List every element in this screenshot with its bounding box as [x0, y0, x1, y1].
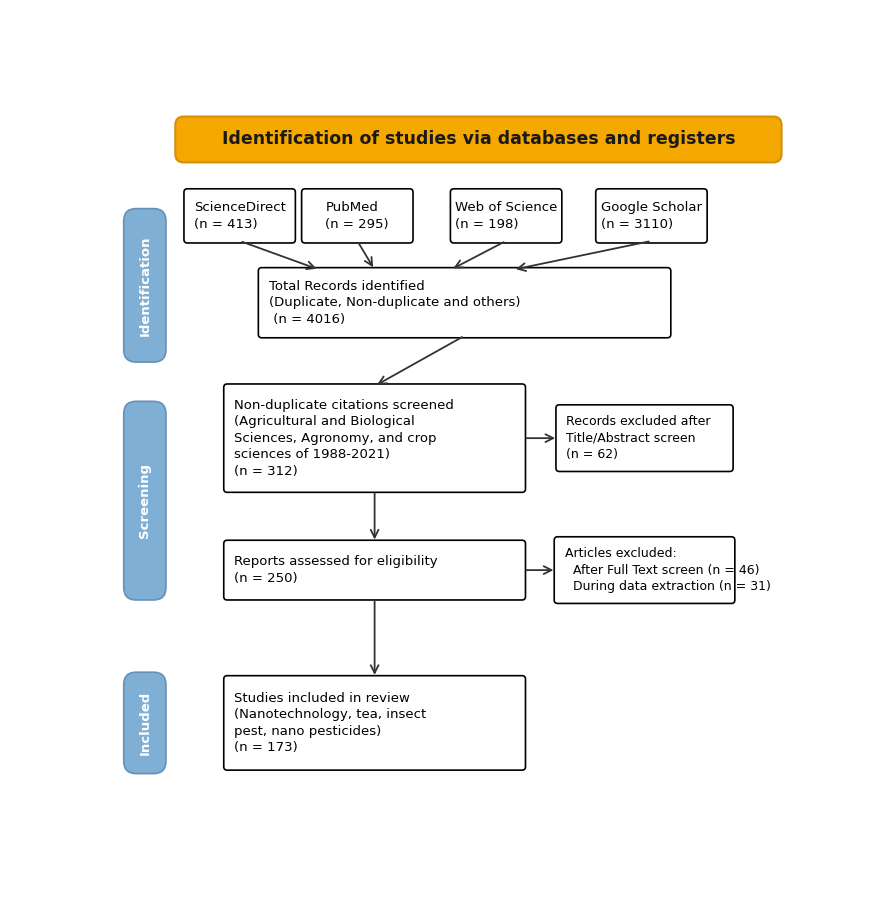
Text: Screening: Screening [138, 463, 151, 538]
FancyBboxPatch shape [555, 537, 735, 603]
Text: Total Records identified
(Duplicate, Non-duplicate and others)
 (n = 4016): Total Records identified (Duplicate, Non… [269, 280, 521, 326]
FancyBboxPatch shape [184, 189, 296, 243]
FancyBboxPatch shape [124, 208, 166, 362]
Text: Reports assessed for eligibility
(n = 250): Reports assessed for eligibility (n = 25… [234, 556, 438, 584]
Text: Web of Science
(n = 198): Web of Science (n = 198) [455, 201, 557, 231]
Text: Identification of studies via databases and registers: Identification of studies via databases … [221, 131, 735, 149]
FancyBboxPatch shape [450, 189, 562, 243]
Text: PubMed
(n = 295): PubMed (n = 295) [326, 201, 389, 231]
Text: Google Scholar
(n = 3110): Google Scholar (n = 3110) [601, 201, 702, 231]
FancyBboxPatch shape [258, 268, 671, 337]
FancyBboxPatch shape [596, 189, 707, 243]
Text: Included: Included [138, 691, 151, 755]
FancyBboxPatch shape [224, 540, 525, 600]
FancyBboxPatch shape [124, 672, 166, 774]
FancyBboxPatch shape [556, 405, 733, 472]
FancyBboxPatch shape [124, 401, 166, 600]
FancyBboxPatch shape [224, 384, 525, 492]
Text: Articles excluded:
  After Full Text screen (n = 46)
  During data extraction (n: Articles excluded: After Full Text scree… [564, 548, 771, 594]
FancyBboxPatch shape [302, 189, 413, 243]
Text: Studies included in review
(Nanotechnology, tea, insect
pest, nano pesticides)
(: Studies included in review (Nanotechnolo… [234, 692, 426, 754]
Text: ScienceDirect
(n = 413): ScienceDirect (n = 413) [194, 201, 286, 231]
Text: Records excluded after
Title/Abstract screen
(n = 62): Records excluded after Title/Abstract sc… [566, 415, 711, 461]
FancyBboxPatch shape [224, 676, 525, 770]
FancyBboxPatch shape [175, 116, 781, 162]
Text: Non-duplicate citations screened
(Agricultural and Biological
Sciences, Agronomy: Non-duplicate citations screened (Agricu… [234, 399, 454, 478]
Text: Identification: Identification [138, 235, 151, 336]
